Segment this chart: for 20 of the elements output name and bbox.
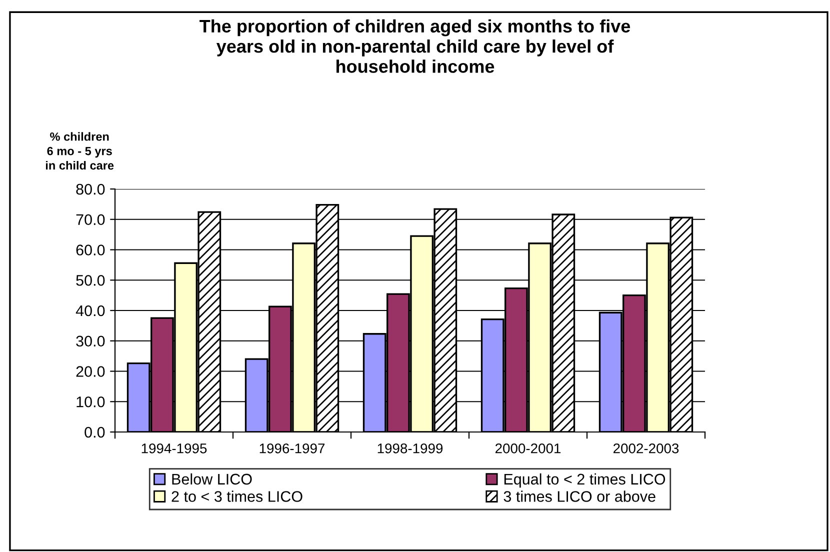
legend-label: Below LICO — [172, 473, 252, 485]
x-tick-label: 2002-2003 — [613, 443, 679, 454]
y-tick-label: 30.0 — [76, 336, 105, 347]
y-tick-label: 20.0 — [76, 366, 105, 377]
x-tick-label: 1996-1997 — [260, 443, 325, 454]
y-tick-label: 80.0 — [76, 184, 105, 195]
y-tick-label: 40.0 — [76, 305, 105, 316]
y-tick-label: 70.0 — [76, 214, 105, 226]
y-tick-label: 0.0 — [84, 426, 105, 438]
x-tick-label: 1994-1995 — [142, 443, 207, 454]
y-tick-label: 50.0 — [76, 274, 105, 286]
y-tick-label: 10.0 — [76, 396, 105, 408]
x-tick-label: 1998-1999 — [378, 443, 443, 454]
chart-title: The proportion of children aged six months to five years old in non-parental child care by level of household income — [200, 19, 630, 73]
legend-label: 3 times LICO or above — [504, 490, 656, 502]
legend-label: 2 to < 3 times LICO — [172, 490, 302, 502]
x-tick-label: 2000-2001 — [495, 443, 561, 454]
legend-label: Equal to < 2 times LICO — [504, 473, 666, 488]
y-tick-label: 60.0 — [76, 244, 105, 256]
y-axis-title: % children 6 mo - 5 yrs in child care — [46, 132, 114, 170]
